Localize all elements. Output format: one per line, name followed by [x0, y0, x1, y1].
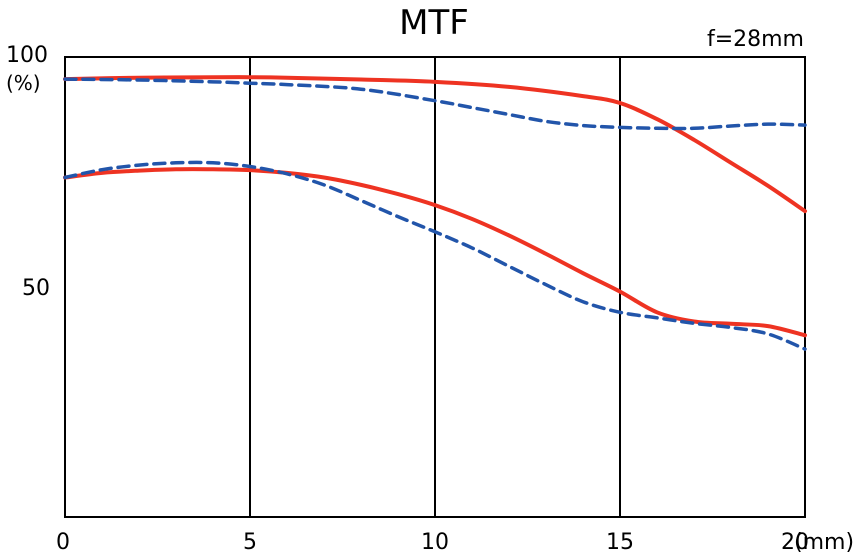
y-unit-label: (%)	[6, 71, 41, 95]
series-layer	[63, 75, 807, 351]
x-unit-label: (mm)	[794, 530, 854, 555]
x-tick-label-0: 0	[56, 530, 70, 555]
y-tick-label-100: 100	[6, 43, 48, 68]
x-tick-label-10: 10	[421, 530, 449, 555]
chart-title: MTF	[399, 3, 469, 43]
series-line-dashed-high	[63, 77, 807, 131]
series-line-solid-low	[63, 167, 807, 338]
grid-layer	[249, 57, 621, 517]
chart-subtitle: f=28mm	[707, 27, 804, 52]
series-line-dashed-low	[63, 160, 807, 351]
x-tick-label-5: 5	[243, 530, 257, 555]
y-tick-label-50: 50	[22, 276, 50, 301]
x-tick-label-15: 15	[606, 530, 634, 555]
x-tick-label-20: 20	[781, 530, 809, 555]
series-line-solid-high	[63, 75, 807, 214]
tick-layer: 0 5 10 15 20 50 100	[6, 43, 809, 555]
